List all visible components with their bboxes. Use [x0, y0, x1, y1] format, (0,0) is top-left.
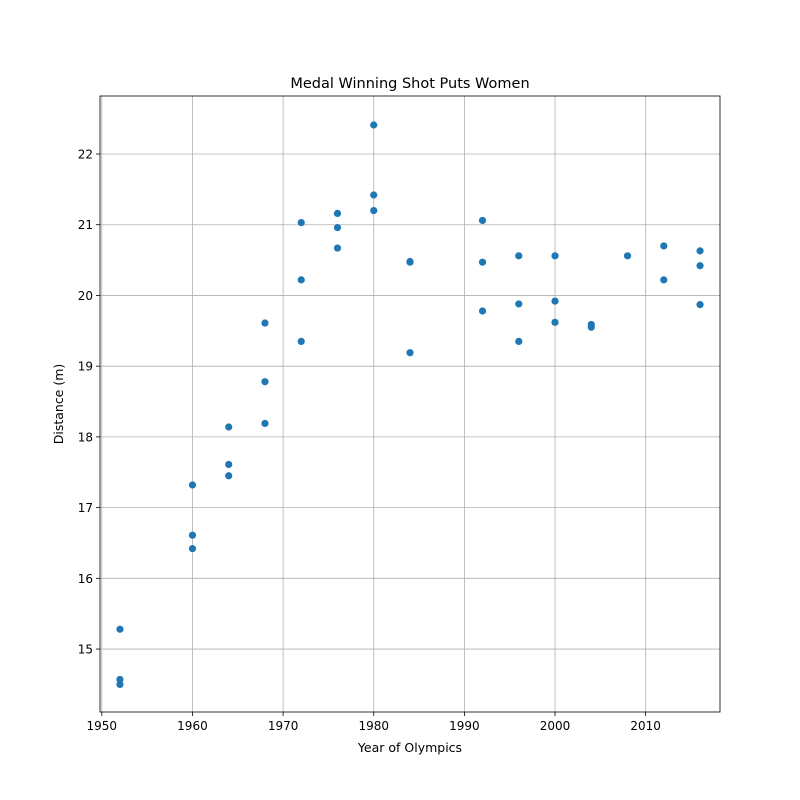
data-point — [660, 242, 668, 250]
data-point — [696, 301, 704, 309]
x-tick-label: 1980 — [358, 719, 389, 733]
data-point — [297, 276, 305, 284]
data-point — [261, 378, 269, 386]
chart-title: Medal Winning Shot Puts Women — [290, 76, 529, 92]
data-point — [370, 121, 378, 129]
data-point — [370, 206, 378, 215]
y-tick-label: 22 — [78, 147, 93, 161]
x-tick-label: 1960 — [177, 719, 208, 733]
data-point — [225, 423, 233, 431]
y-tick-label: 17 — [78, 501, 93, 515]
x-tick-label: 1950 — [87, 719, 118, 733]
data-point — [551, 297, 559, 305]
data-point — [261, 419, 269, 428]
x-axis-label: Year of Olympics — [357, 740, 462, 755]
data-point — [225, 472, 233, 480]
data-point — [660, 276, 668, 284]
data-point — [188, 481, 197, 489]
y-tick-label: 20 — [78, 289, 93, 303]
data-point — [551, 318, 559, 326]
data-point — [551, 252, 559, 260]
data-point — [188, 531, 197, 539]
data-point — [333, 223, 342, 232]
data-point — [333, 209, 342, 218]
grid — [100, 96, 720, 712]
data-point — [515, 337, 523, 346]
data-point — [478, 258, 487, 266]
data-point — [370, 191, 378, 199]
data-points — [116, 121, 704, 689]
data-point — [116, 680, 124, 689]
x-tick-label: 2000 — [540, 719, 571, 733]
x-tick-label: 2010 — [630, 719, 661, 733]
x-tick-label: 1970 — [268, 719, 299, 733]
data-point — [515, 252, 523, 260]
data-point — [515, 300, 523, 308]
data-point — [225, 460, 233, 469]
data-point — [297, 337, 305, 346]
data-point — [261, 319, 269, 327]
y-tick-label: 19 — [78, 360, 93, 374]
data-point — [587, 323, 595, 331]
axis-ticks: 1950 1960 1970 1980 1990 2000 2010 15 16 17 18 19 20… — [78, 147, 661, 733]
data-point — [297, 218, 305, 227]
y-axis-label: Distance (m) — [51, 364, 66, 445]
plot-frame — [99, 95, 721, 713]
data-point — [478, 216, 487, 225]
data-point — [623, 252, 632, 260]
y-tick-label: 15 — [78, 643, 93, 657]
y-tick-label: 18 — [78, 430, 93, 444]
data-point — [406, 349, 414, 357]
y-tick-label: 16 — [78, 572, 93, 586]
data-point — [116, 625, 124, 633]
data-point — [333, 244, 342, 252]
data-point — [696, 247, 704, 255]
data-point — [696, 262, 704, 270]
x-tick-label: 1990 — [449, 719, 480, 733]
y-tick-label: 21 — [78, 218, 93, 232]
data-point — [478, 307, 487, 315]
data-point — [406, 258, 414, 266]
data-point — [116, 675, 124, 684]
data-point — [188, 545, 197, 553]
